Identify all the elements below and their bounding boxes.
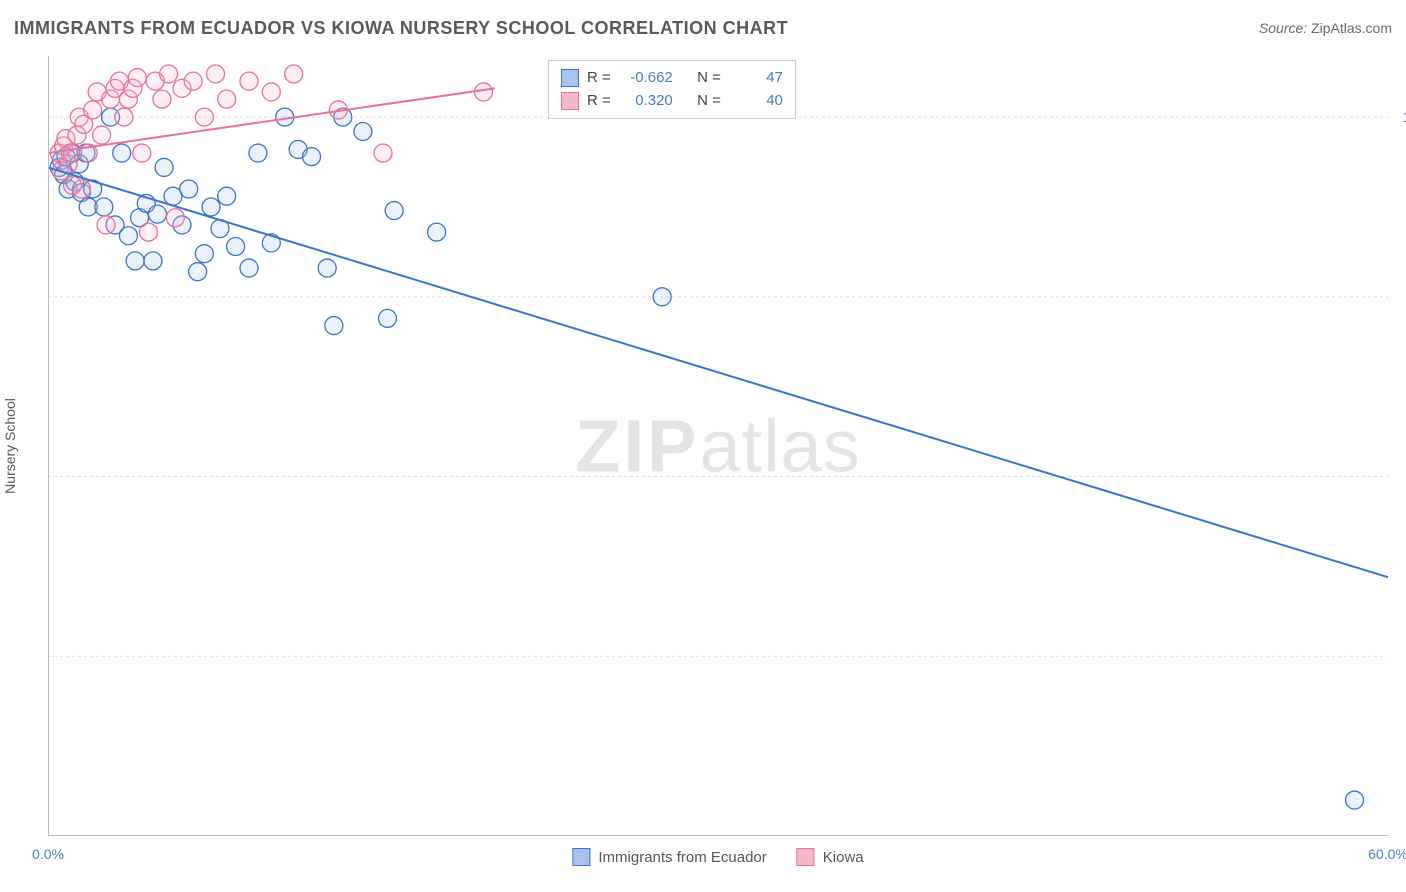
legend-stats-row-0: R = -0.662 N = 47 [561,67,783,90]
r-value-0: -0.662 [619,67,673,90]
legend-bottom-swatch-0 [572,848,590,866]
legend-series-box: Immigrants from Ecuador Kiowa [572,848,863,866]
legend-stats-box: R = -0.662 N = 47 R = 0.320 N = 40 [548,60,796,119]
legend-bottom-swatch-1 [797,848,815,866]
y-tick-label: 100.0% [1403,109,1406,125]
n-value-1: 40 [729,90,783,113]
x-tick-label: 60.0% [1368,846,1406,862]
r-value-1: 0.320 [619,90,673,113]
source-name: ZipAtlas.com [1311,20,1392,36]
n-value-0: 47 [729,67,783,90]
plot-border [48,56,1388,836]
source-label: Source: [1259,20,1307,36]
legend-bottom-label-1: Kiowa [823,849,864,866]
legend-swatch-0 [561,69,579,87]
legend-item-0: Immigrants from Ecuador [572,848,766,866]
source-attribution: Source: ZipAtlas.com [1259,20,1392,36]
r-label-1: R = [587,90,611,113]
r-label-0: R = [587,67,611,90]
legend-item-1: Kiowa [797,848,864,866]
y-axis-label: Nursery School [2,398,18,494]
x-tick-label: 0.0% [32,846,64,862]
legend-stats-row-1: R = 0.320 N = 40 [561,90,783,113]
n-label-0: N = [697,67,721,90]
n-label-1: N = [697,90,721,113]
legend-bottom-label-0: Immigrants from Ecuador [598,849,766,866]
plot-area: ZIPatlas R = -0.662 N = 47 R = 0.320 N =… [48,56,1388,836]
legend-swatch-1 [561,92,579,110]
chart-title: IMMIGRANTS FROM ECUADOR VS KIOWA NURSERY… [14,18,788,39]
